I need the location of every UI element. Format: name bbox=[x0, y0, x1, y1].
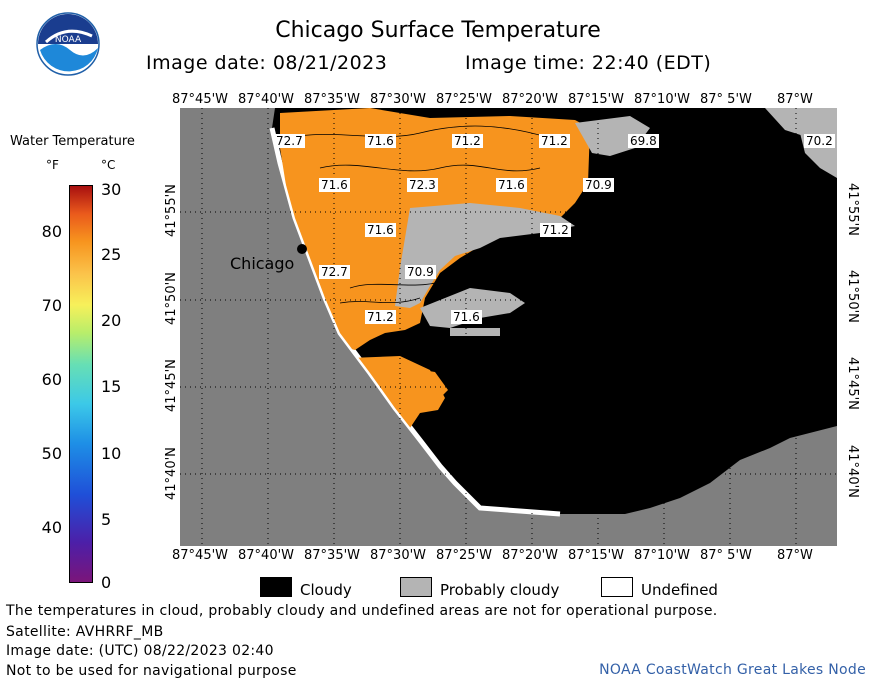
lon-label-bottom: 87°45'W bbox=[172, 548, 229, 563]
temp-label: 71.6 bbox=[365, 223, 396, 237]
temp-label: 70.9 bbox=[583, 178, 614, 192]
chicago-marker bbox=[297, 244, 307, 254]
lon-label-bottom: 87°10'W bbox=[634, 548, 691, 563]
lat-label-left: 41°45'N bbox=[164, 359, 179, 412]
disclaimer-text: The temperatures in cloud, probably clou… bbox=[6, 603, 718, 619]
lon-label-bottom: 87° 5'W bbox=[700, 548, 752, 563]
lon-label-top: 87°25'W bbox=[436, 92, 493, 107]
lat-label-right: 41°50'N bbox=[845, 270, 860, 323]
tick-f-50: 50 bbox=[41, 444, 62, 463]
temp-label: 70.9 bbox=[405, 265, 436, 279]
temperature-map bbox=[180, 108, 837, 546]
temperature-colorbar bbox=[69, 185, 93, 583]
tick-f-40: 40 bbox=[41, 518, 62, 537]
lat-label-right: 41°40'N bbox=[845, 445, 860, 498]
lon-label-bottom: 87°W bbox=[777, 548, 813, 563]
graticule bbox=[180, 108, 837, 546]
contour-line bbox=[349, 277, 451, 289]
lon-label-top: 87°15'W bbox=[568, 92, 625, 107]
lat-label-left: 41°40'N bbox=[164, 447, 179, 500]
tick-c-0: 0 bbox=[101, 573, 112, 592]
temp-label: 71.6 bbox=[319, 178, 350, 192]
probably-cloudy-region bbox=[395, 203, 575, 308]
cloudy-label: Cloudy bbox=[300, 581, 352, 599]
temp-label: 72.7 bbox=[274, 134, 305, 148]
lon-label-top: 87°30'W bbox=[370, 92, 427, 107]
temp-label: 71.6 bbox=[451, 310, 482, 324]
temp-label: 72.3 bbox=[407, 178, 438, 192]
probably-cloudy-region bbox=[765, 108, 837, 138]
cloudy-swatch bbox=[260, 577, 292, 597]
tick-c-15: 15 bbox=[101, 377, 122, 396]
temp-label: 71.2 bbox=[452, 134, 483, 148]
probably-cloudy-region bbox=[450, 328, 500, 336]
tick-f-70: 70 bbox=[41, 296, 62, 315]
undefined-swatch bbox=[601, 577, 633, 597]
lon-label-top: 87°20'W bbox=[502, 92, 559, 107]
lon-label-bottom: 87°25'W bbox=[436, 548, 493, 563]
lon-label-top: 87° 5'W bbox=[700, 92, 752, 107]
temp-label: 70.2 bbox=[804, 134, 835, 148]
navigation-warning: Not to be used for navigational purpose bbox=[6, 663, 297, 679]
temp-label: 71.2 bbox=[365, 310, 396, 324]
tick-c-30: 30 bbox=[101, 180, 122, 199]
temp-label: 71.6 bbox=[365, 134, 396, 148]
warm-water-region bbox=[410, 368, 448, 396]
temp-label: 71.2 bbox=[540, 223, 571, 237]
tick-c-10: 10 bbox=[101, 444, 122, 463]
lon-label-bottom: 87°30'W bbox=[370, 548, 427, 563]
probably-cloudy-swatch bbox=[400, 577, 432, 597]
tick-c-25: 25 bbox=[101, 245, 122, 264]
credit-text: NOAA CoastWatch Great Lakes Node bbox=[599, 662, 866, 678]
lon-label-top: 87°35'W bbox=[304, 92, 361, 107]
tick-f-60: 60 bbox=[41, 370, 62, 389]
contour-line bbox=[289, 125, 551, 139]
contour-line bbox=[339, 297, 421, 304]
lat-label-right: 41°45'N bbox=[845, 357, 860, 410]
probably-cloudy-region bbox=[420, 288, 525, 328]
lon-label-top: 87°10'W bbox=[634, 92, 691, 107]
lon-label-top: 87°W bbox=[777, 92, 813, 107]
lon-label-top: 87°45'W bbox=[172, 92, 229, 107]
utc-date-text: Image date: (UTC) 08/22/2023 02:40 bbox=[6, 643, 274, 659]
map-title: Chicago Surface Temperature bbox=[275, 18, 601, 43]
lat-label-right: 41°55'N bbox=[845, 183, 860, 236]
image-time-label: Image time: 22:40 (EDT) bbox=[465, 52, 712, 74]
lon-label-bottom: 87°40'W bbox=[238, 548, 295, 563]
noaa-logo-text: NOAA bbox=[55, 35, 82, 45]
lat-label-left: 41°50'N bbox=[164, 272, 179, 325]
noaa-logo: NOAA bbox=[36, 12, 100, 76]
image-date-label: Image date: 08/21/2023 bbox=[146, 52, 388, 74]
legend-title: Water Temperature bbox=[10, 134, 135, 149]
tick-c-5: 5 bbox=[101, 510, 112, 529]
unit-celsius: °C bbox=[101, 158, 116, 172]
lon-label-bottom: 87°35'W bbox=[304, 548, 361, 563]
temp-label: 71.2 bbox=[539, 134, 570, 148]
unit-fahrenheit: °F bbox=[46, 158, 59, 172]
temp-label: 71.6 bbox=[496, 178, 527, 192]
lon-label-bottom: 87°20'W bbox=[502, 548, 559, 563]
contour-line bbox=[319, 164, 541, 172]
tick-f-80: 80 bbox=[41, 222, 62, 241]
city-label-chicago: Chicago bbox=[230, 254, 295, 273]
undefined-label: Undefined bbox=[641, 581, 718, 599]
lat-label-left: 41°55'N bbox=[164, 184, 179, 237]
probably-cloudy-label: Probably cloudy bbox=[440, 581, 560, 599]
tick-c-20: 20 bbox=[101, 311, 122, 330]
lon-label-bottom: 87°15'W bbox=[568, 548, 625, 563]
lon-label-top: 87°40'W bbox=[238, 92, 295, 107]
temp-label: 72.7 bbox=[319, 265, 350, 279]
temp-label: 69.8 bbox=[628, 134, 659, 148]
satellite-text: Satellite: AVHRRF_MB bbox=[6, 624, 164, 640]
